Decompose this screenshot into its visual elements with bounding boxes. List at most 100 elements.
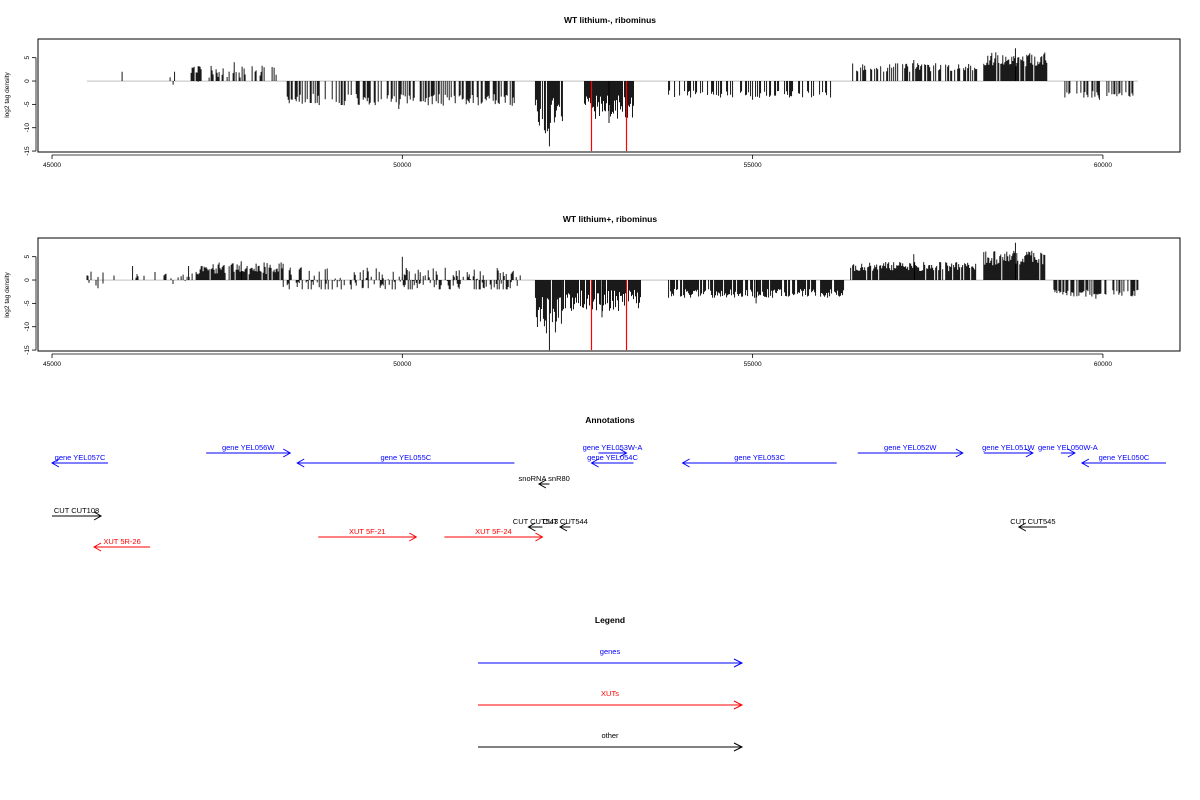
x-tick-label: 55000 (744, 361, 762, 368)
annotation-feature: gene YEL054C (587, 453, 638, 468)
feature-label: CUT CUT108 (54, 506, 99, 515)
arrowhead (296, 458, 305, 468)
panel-title: WT lithium-, ribominus (564, 15, 656, 25)
track-panel-lithium-plus: WT lithium+, ribominus log2 tag density … (4, 214, 1181, 368)
feature-label: gene YEL050W-A (1038, 443, 1098, 452)
legend-entry: genes (478, 647, 744, 668)
plot-frame (37, 38, 1181, 153)
arrowhead (1080, 458, 1090, 468)
arrowhead (93, 542, 102, 552)
y-tick-label: -10 (24, 322, 31, 332)
y-tick-label: -10 (24, 123, 31, 133)
signal-series (121, 48, 1134, 147)
signal-series (86, 242, 1139, 351)
annotation-feature: gene YEL052W (857, 443, 964, 458)
legend-entry: XUTs (478, 689, 744, 710)
y-tick-label: 0 (24, 79, 31, 83)
arrowhead (590, 458, 599, 468)
feature-label: CUT CUT545 (1010, 517, 1055, 526)
feature-label: gene YEL052W (884, 443, 937, 452)
legend-items: genes XUTs other (478, 647, 744, 752)
x-tick-label: 45000 (43, 361, 61, 368)
annotation-items: gene YEL057C gene YEL056W gene YEL055C gene… (51, 443, 1166, 552)
x-tick-label: 50000 (393, 361, 411, 368)
feature-label: gene YEL053C (734, 453, 785, 462)
y-axis: -15 -10 -5 0 5 (24, 254, 37, 355)
feature-label: gene YEL051W (982, 443, 1035, 452)
annotations-title: Annotations (585, 415, 635, 425)
arrowhead (409, 532, 418, 542)
annotation-feature: gene YEL053W-A (583, 443, 643, 458)
feature-label: gene YEL050C (1099, 453, 1150, 462)
feature-label: CUT CUT543 (513, 517, 558, 526)
annotation-feature: gene YEL053C (681, 453, 837, 468)
arrowhead (558, 522, 568, 532)
feature-label: gene YEL056W (222, 443, 275, 452)
legend-label: XUTs (601, 689, 619, 698)
signal-bars (86, 242, 1139, 351)
arrowhead (733, 700, 744, 710)
arrowhead (537, 479, 547, 489)
y-tick-label: 5 (24, 254, 31, 258)
legend-label: other (601, 731, 619, 740)
arrowhead (1017, 522, 1027, 532)
arrowhead (681, 458, 690, 468)
annotation-feature: XUT 5F-21 (318, 527, 418, 542)
feature-label: XUT 5R-26 (103, 537, 140, 546)
feature-label: gene YEL055C (380, 453, 431, 462)
annotation-feature: XUT 5F-24 (444, 527, 544, 542)
annotation-feature: CUT CUT544 (543, 517, 588, 532)
track-panel-lithium-minus: WT lithium-, ribominus log2 tag density … (4, 15, 1181, 169)
annotation-feature: gene YEL056W (206, 443, 292, 458)
legend-entry: other (478, 731, 744, 752)
arrowhead (955, 448, 964, 458)
feature-label: gene YEL054C (587, 453, 638, 462)
annotation-feature: gene YEL051W (982, 443, 1035, 458)
annotation-feature: gene YEL055C (296, 453, 515, 468)
x-tick-label: 60000 (1094, 162, 1112, 169)
arrowhead (733, 742, 744, 752)
feature-label: XUT 5F-24 (475, 527, 512, 536)
arrowhead (51, 458, 60, 468)
annotation-feature: gene YEL050W-A (1038, 443, 1098, 458)
y-tick-label: 5 (24, 55, 31, 59)
feature-label: snoRNA snR80 (519, 474, 570, 483)
legend: Legend genes XUTs other (478, 615, 744, 752)
y-axis-label: log2 tag density (4, 271, 11, 317)
annotation-feature: CUT CUT108 (52, 506, 103, 521)
legend-label: genes (600, 647, 621, 656)
arrowhead (535, 532, 544, 542)
panel-title: WT lithium+, ribominus (563, 214, 657, 224)
annotation-feature: snoRNA snR80 (519, 474, 570, 489)
annotation-feature: CUT CUT543 (513, 517, 558, 532)
arrowhead (1025, 448, 1034, 458)
x-axis: 45000 50000 55000 60000 (43, 353, 1112, 368)
arrowhead (1067, 448, 1076, 458)
x-tick-label: 55000 (744, 162, 762, 169)
annotation-feature: gene YEL050C (1080, 453, 1166, 468)
arrowhead (282, 448, 292, 458)
x-axis: 45000 50000 55000 60000 (43, 154, 1112, 169)
feature-label: XUT 5F-21 (349, 527, 386, 536)
feature-label: gene YEL053W-A (583, 443, 643, 452)
feature-label: gene YEL057C (55, 453, 106, 462)
x-tick-label: 60000 (1094, 361, 1112, 368)
y-tick-label: 0 (24, 278, 31, 282)
arrowhead (733, 658, 744, 668)
signal-bars (87, 48, 1138, 152)
annotation-feature: CUT CUT545 (1010, 517, 1056, 532)
y-axis-label: log2 tag density (4, 71, 11, 117)
arrowhead (527, 522, 536, 532)
y-axis: -15 -10 -5 0 5 (24, 55, 37, 156)
feature-label: CUT CUT544 (543, 517, 588, 526)
y-tick-label: -15 (24, 345, 31, 355)
y-tick-label: -5 (24, 101, 31, 107)
x-tick-label: 50000 (393, 162, 411, 169)
annotation-feature: XUT 5R-26 (93, 537, 151, 552)
arrowhead (93, 511, 103, 521)
annotation-feature: gene YEL057C (51, 453, 109, 468)
arrowhead (619, 448, 628, 458)
y-tick-label: -5 (24, 300, 31, 306)
